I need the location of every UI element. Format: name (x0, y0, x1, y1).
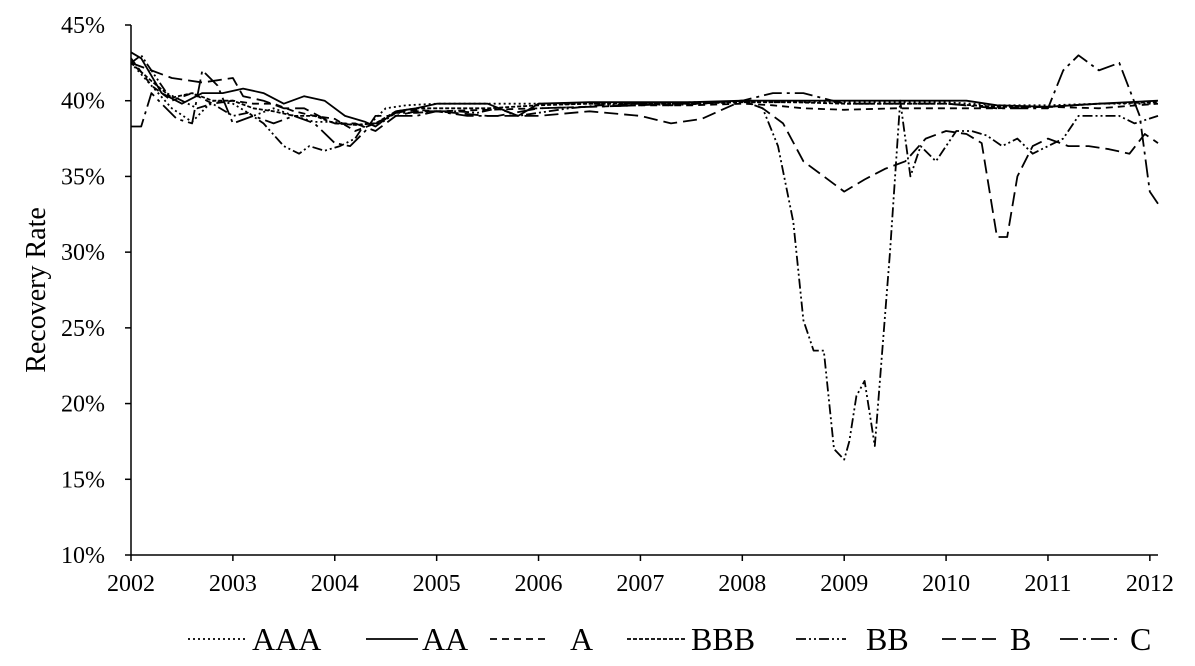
y-tick-label-3: 25% (61, 316, 105, 342)
x-tick-label-6: 2008 (718, 571, 766, 597)
series-line-b (130, 62, 1159, 238)
y-tick-label-7: 45% (61, 13, 105, 39)
y-tick-label-6: 40% (61, 89, 105, 115)
y-axis-title: Recovery Rate (21, 207, 52, 373)
x-tick-label-8: 2010 (922, 571, 970, 597)
y-tick-label-0: 10% (61, 543, 105, 569)
legend-label-b: B (1010, 621, 1031, 657)
x-tick-label-2: 2004 (311, 571, 359, 597)
series-line-bb (130, 54, 1159, 461)
series-line-c (131, 54, 1159, 205)
series-line-a (130, 57, 1159, 132)
x-tick-label-7: 2009 (820, 571, 868, 597)
y-tick-label-1: 15% (61, 467, 105, 493)
series-lines (130, 51, 1159, 461)
legend: AAA AA A BBB BB B C (188, 621, 1151, 657)
x-tick-label-3: 2005 (413, 571, 461, 597)
x-tick-label-0: 2002 (107, 571, 155, 597)
y-tick-label-5: 35% (61, 164, 105, 190)
legend-label-c: C (1130, 621, 1151, 657)
x-tick-label-10: 2012 (1126, 571, 1174, 597)
x-tick-label-9: 2011 (1024, 571, 1071, 597)
legend-label-bb: BB (866, 621, 909, 657)
x-tick-label-1: 2003 (209, 571, 257, 597)
y-tick-label-4: 30% (61, 240, 105, 266)
y-tick-label-2: 20% (61, 392, 105, 418)
x-tick-label-4: 2006 (515, 571, 563, 597)
legend-label-aa: AA (422, 621, 468, 657)
x-axis-ticks: 2002 2003 2004 2005 2006 2007 2008 2009 2010 2011… (107, 555, 1174, 597)
series-line-aa (130, 51, 1159, 128)
series-line-bbb (130, 62, 1159, 126)
y-axis-ticks: 10% 15% 20% 25% 30% 35% 40% 45% (61, 13, 131, 569)
legend-label-a: A (570, 621, 593, 657)
series-line-aaa (130, 62, 1158, 126)
x-tick-label-5: 2007 (616, 571, 664, 597)
legend-label-aaa: AAA (252, 621, 321, 657)
legend-label-bbb: BBB (691, 621, 755, 657)
